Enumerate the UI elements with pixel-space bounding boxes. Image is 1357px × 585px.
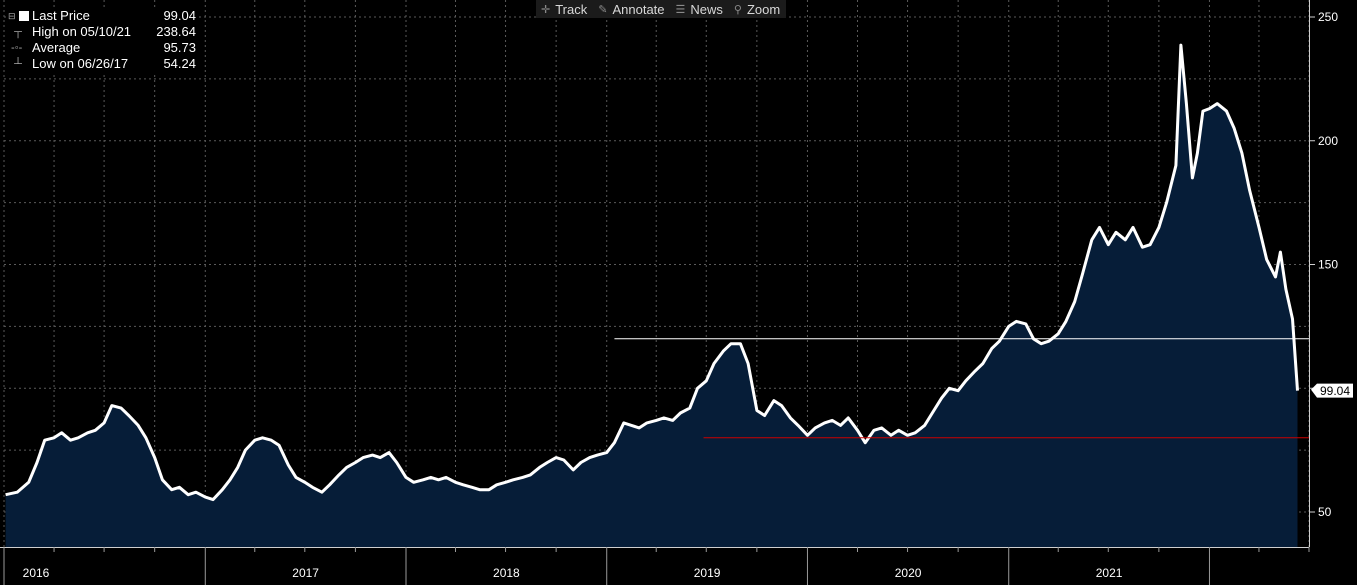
zoom-button[interactable]: ⚲ Zoom bbox=[729, 2, 786, 17]
legend-high: ┬ High on 05/10/21 238.64 bbox=[8, 24, 196, 40]
legend-average: -◦- Average 95.73 bbox=[8, 40, 196, 56]
x-axis-ticks: 2016 2017 2018 2019 2020 2021 bbox=[3, 547, 1310, 585]
legend-high-value: 238.64 bbox=[156, 24, 196, 39]
x-tick-label: 2021 bbox=[1096, 566, 1123, 580]
chart-toolbar: ✛ Track ✎ Annotate ☰ News ⚲ Zoom bbox=[536, 0, 787, 18]
x-tick-label: 2019 bbox=[694, 566, 721, 580]
legend-low-label: Low on 06/26/17 bbox=[32, 56, 129, 71]
y-tick-label: 50 bbox=[1318, 505, 1332, 519]
legend-last-price-value: 99.04 bbox=[163, 8, 196, 23]
news-button[interactable]: ☰ News bbox=[671, 2, 729, 17]
legend-last-price-label: Last Price bbox=[32, 8, 90, 23]
annotate-label: Annotate bbox=[612, 1, 665, 17]
track-label: Track bbox=[555, 1, 588, 17]
legend-high-label: High on 05/10/21 bbox=[32, 24, 132, 39]
last-price-tag-text: 99.04 bbox=[1320, 384, 1350, 398]
average-marker-icon: -◦- bbox=[8, 42, 23, 54]
y-axis-ticks: 50100150200250 bbox=[1309, 10, 1338, 519]
low-marker-icon: ┴ bbox=[8, 58, 22, 70]
magnifier-icon: ⚲ bbox=[733, 3, 742, 16]
zoom-label: Zoom bbox=[746, 1, 781, 17]
legend-low-value: 54.24 bbox=[163, 56, 196, 71]
series-swatch bbox=[18, 11, 29, 21]
x-tick-label: 2018 bbox=[493, 566, 520, 580]
last-price-tag-box bbox=[1311, 383, 1353, 398]
track-button[interactable]: ✛ Track bbox=[536, 2, 593, 17]
price-series-line bbox=[5, 43, 1299, 502]
legend-average-value: 95.73 bbox=[163, 40, 196, 55]
y-tick-label: 250 bbox=[1318, 10, 1338, 24]
chart-legend: ⊟ Last Price 99.04 ┬ High on 05/10/21 23… bbox=[8, 8, 196, 72]
reference-lines bbox=[614, 338, 1309, 439]
pencil-icon: ✎ bbox=[598, 3, 608, 16]
annotate-button[interactable]: ✎ Annotate bbox=[593, 2, 670, 17]
y-tick-label: 150 bbox=[1318, 258, 1338, 272]
x-tick-label: 2016 bbox=[23, 566, 50, 580]
news-label: News bbox=[690, 1, 723, 17]
price-area-fill bbox=[5, 45, 1298, 547]
x-tick-label: 2020 bbox=[895, 566, 922, 580]
collapse-icon[interactable]: ⊟ bbox=[8, 8, 32, 24]
y-tick-label: 200 bbox=[1318, 134, 1338, 148]
legend-last-price[interactable]: ⊟ Last Price 99.04 bbox=[8, 8, 196, 24]
legend-average-label: Average bbox=[32, 40, 81, 55]
x-tick-label: 2017 bbox=[292, 566, 319, 580]
news-icon: ☰ bbox=[675, 3, 686, 16]
high-marker-icon: ┬ bbox=[8, 26, 22, 38]
crosshair-icon: ✛ bbox=[541, 3, 551, 16]
legend-low: ┴ Low on 06/26/17 54.24 bbox=[8, 56, 196, 72]
last-price-tag: 99.04 bbox=[1311, 383, 1353, 398]
